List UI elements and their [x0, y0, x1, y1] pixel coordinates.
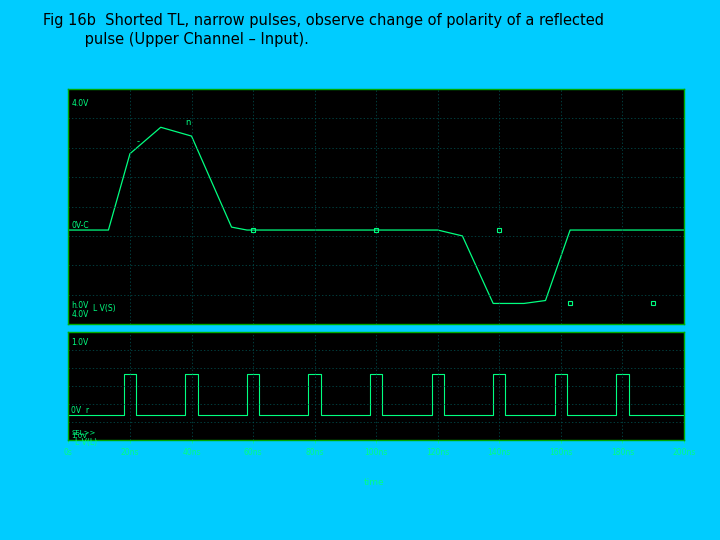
Text: L V(L): L V(L): [75, 438, 96, 447]
Text: time: time: [364, 478, 384, 487]
Text: Fig 16b  Shorted TL, narrow pulses, observe change of polarity of a reflected: Fig 16b Shorted TL, narrow pulses, obser…: [43, 14, 604, 29]
Text: 1.0V: 1.0V: [71, 339, 89, 347]
Text: 0V  r: 0V r: [71, 406, 89, 415]
Text: 0V-C: 0V-C: [71, 221, 89, 230]
Text: SEL>>: SEL>>: [71, 430, 96, 436]
Text: L V(S): L V(S): [93, 303, 116, 313]
Text: h.0V: h.0V: [71, 301, 89, 310]
Text: -: -: [136, 138, 139, 146]
Text: pulse (Upper Channel – Input).: pulse (Upper Channel – Input).: [43, 32, 309, 48]
Text: 1.0V: 1.0V: [71, 433, 87, 439]
Text: 4.0V: 4.0V: [71, 310, 89, 319]
Text: 4.0V: 4.0V: [71, 99, 89, 108]
Text: n: n: [185, 118, 191, 127]
